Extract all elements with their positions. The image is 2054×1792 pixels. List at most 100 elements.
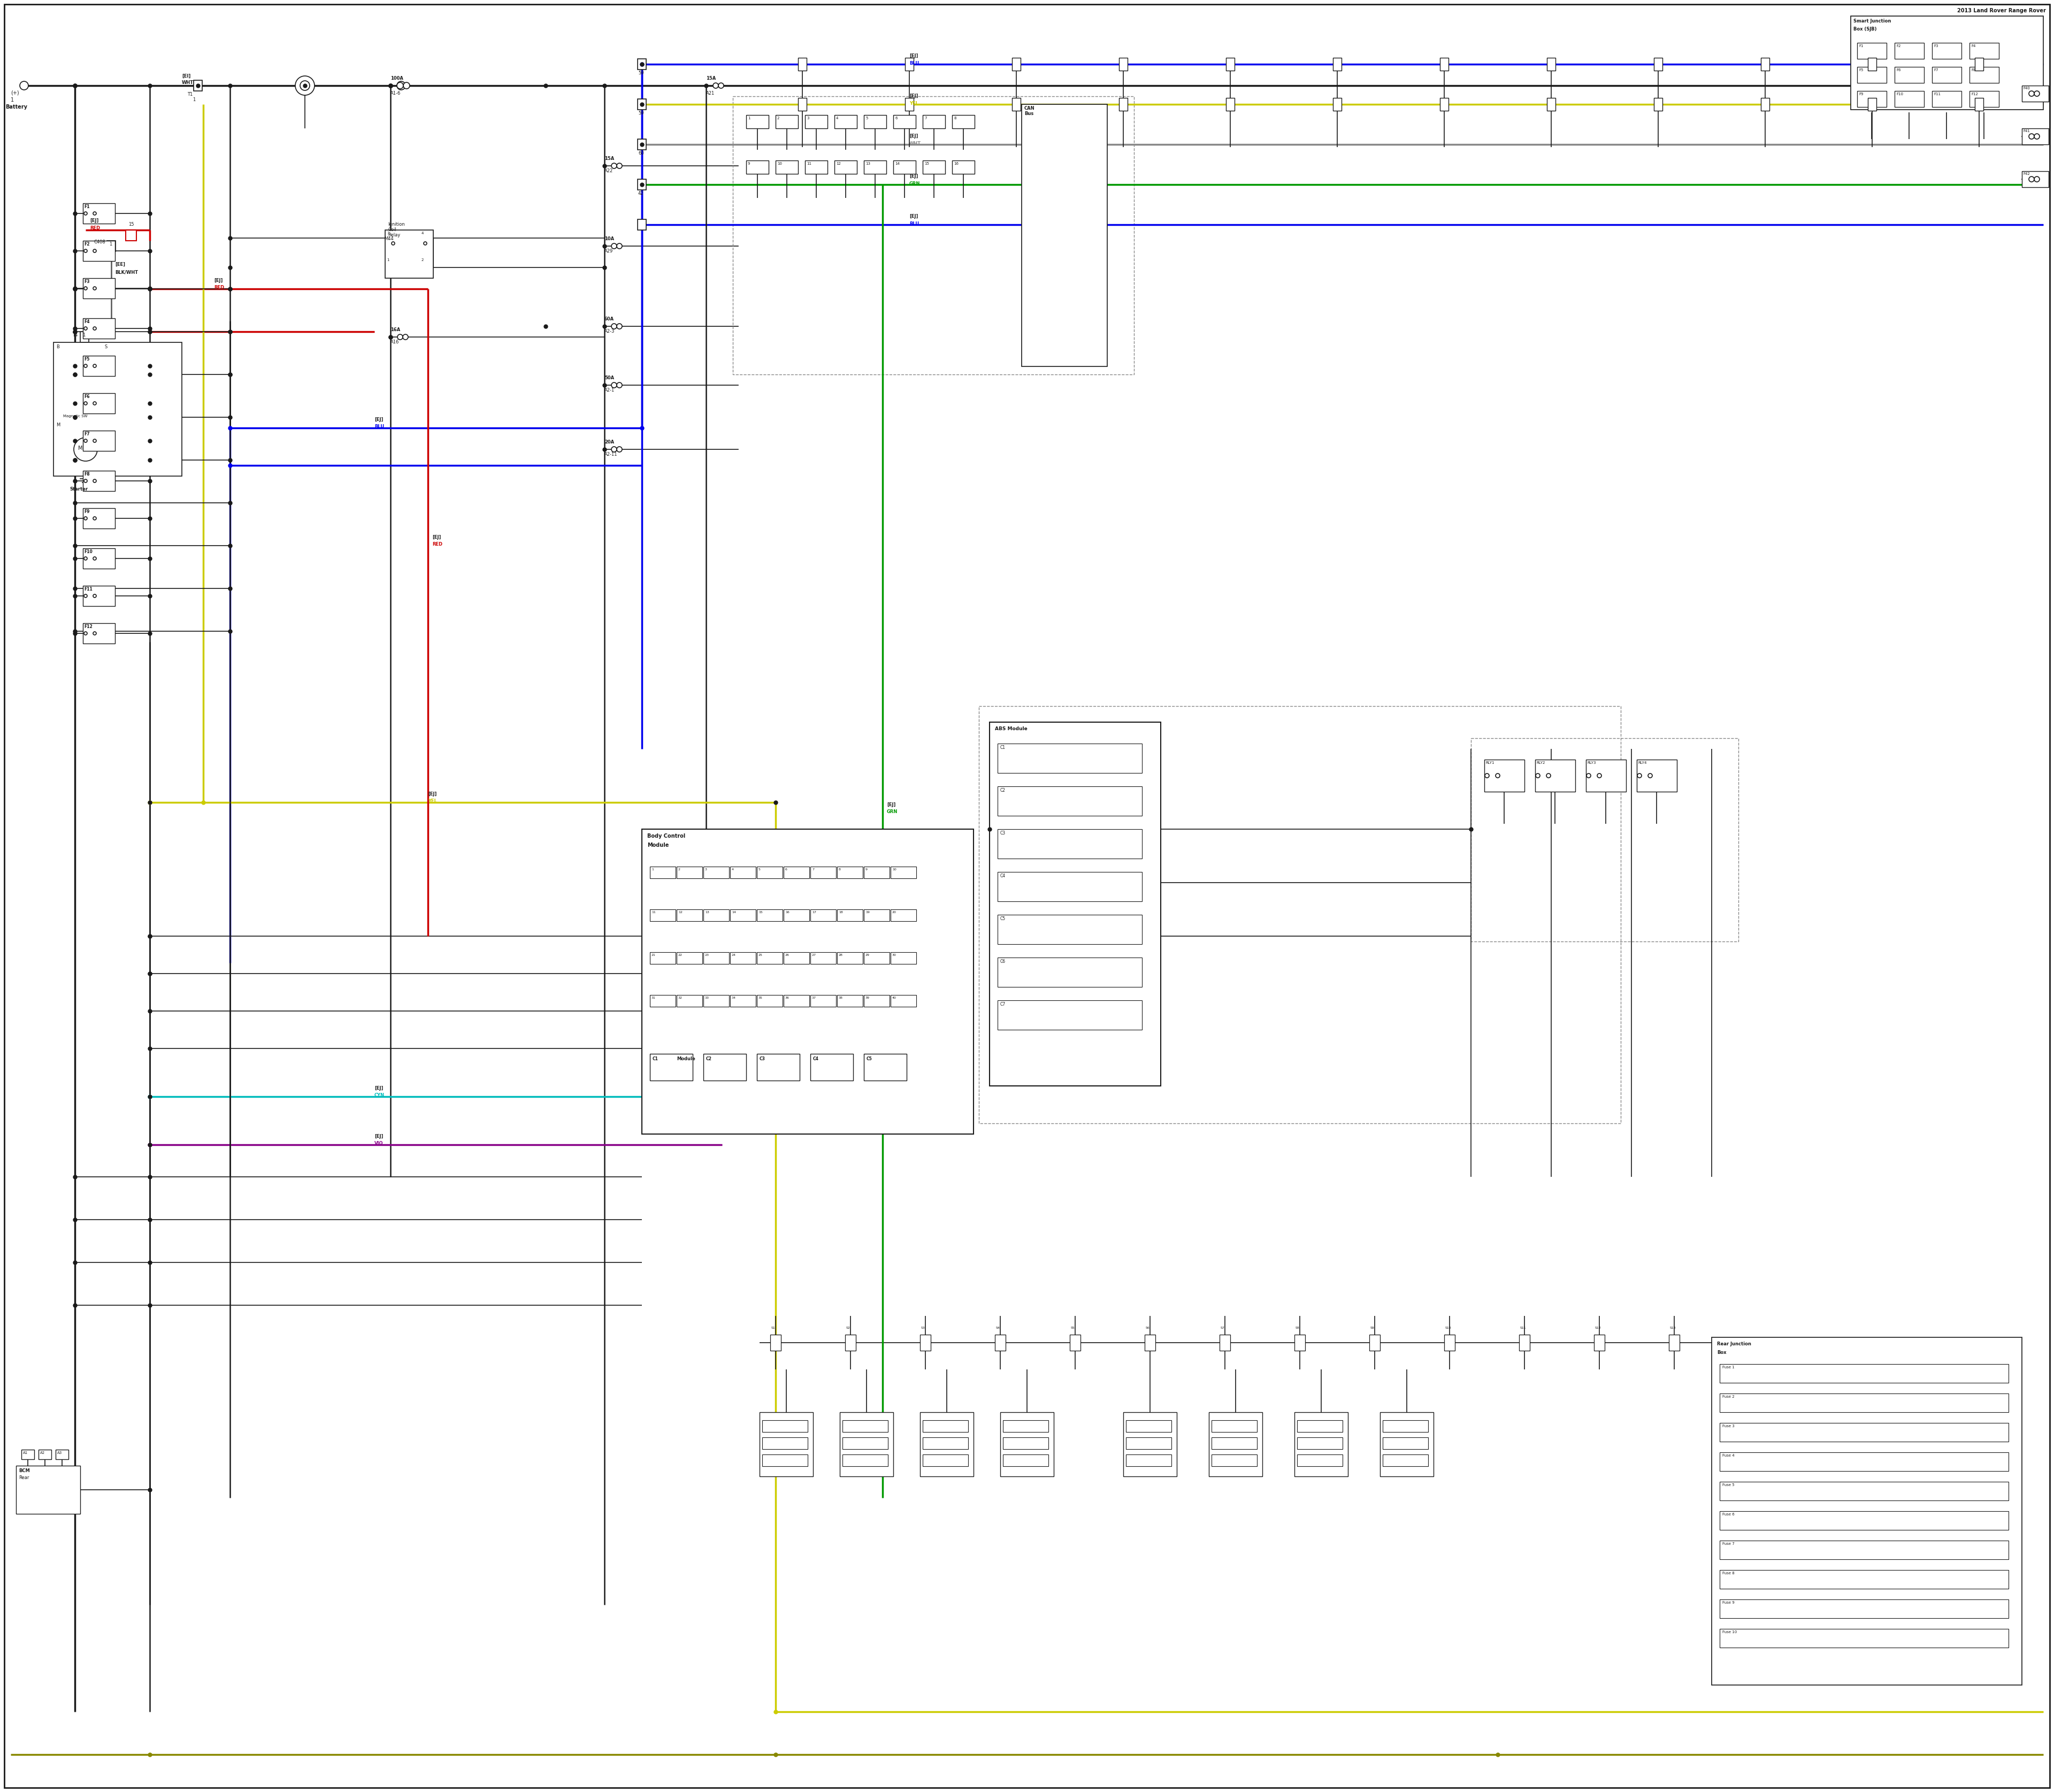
Text: 1: 1 <box>651 867 653 871</box>
Bar <box>953 115 974 129</box>
Text: Fuse 7: Fuse 7 <box>1723 1543 1734 1545</box>
Text: 32: 32 <box>678 996 682 1000</box>
Text: F1: F1 <box>84 204 90 210</box>
Text: 26: 26 <box>785 953 789 957</box>
Text: [EJ]: [EJ] <box>910 93 918 99</box>
Bar <box>1021 104 1107 366</box>
Circle shape <box>2029 91 2033 97</box>
Bar <box>1013 99 1021 111</box>
Text: A2-3: A2-3 <box>604 330 614 333</box>
Circle shape <box>1586 774 1590 778</box>
Text: C3: C3 <box>760 1057 766 1061</box>
Bar <box>39 1450 51 1459</box>
Text: 6: 6 <box>785 867 787 871</box>
Text: 1: 1 <box>82 333 84 337</box>
Circle shape <box>2029 177 2033 181</box>
Bar <box>1520 1335 1530 1351</box>
Bar <box>649 952 676 964</box>
Text: 37: 37 <box>811 996 815 1000</box>
Bar <box>922 161 945 174</box>
Bar <box>785 909 809 921</box>
Bar <box>1719 1511 2009 1530</box>
Bar <box>844 1335 857 1351</box>
Text: [EJ]: [EJ] <box>910 174 918 179</box>
Bar <box>637 219 647 229</box>
Bar <box>1440 57 1448 70</box>
Text: Module: Module <box>647 842 670 848</box>
Text: A21: A21 <box>707 91 715 95</box>
Bar <box>838 995 863 1007</box>
Text: (+): (+) <box>10 90 18 95</box>
Bar <box>1144 1335 1154 1351</box>
Text: 15A: 15A <box>604 156 614 161</box>
Bar <box>1974 57 1984 70</box>
Text: 1: 1 <box>10 97 14 102</box>
Bar <box>762 1455 807 1466</box>
Text: [EJ]: [EJ] <box>374 1086 384 1091</box>
Text: 16: 16 <box>953 161 959 165</box>
Text: 31: 31 <box>651 996 655 1000</box>
Text: RLY2: RLY2 <box>1536 762 1545 765</box>
Text: [EJ]: [EJ] <box>214 278 222 283</box>
Text: 21: 21 <box>651 953 655 957</box>
Text: Starter: Starter <box>70 487 88 491</box>
Circle shape <box>92 287 97 290</box>
Bar <box>920 1335 930 1351</box>
Text: BLU: BLU <box>910 222 918 226</box>
Text: S3: S3 <box>920 1326 924 1330</box>
Circle shape <box>719 82 723 88</box>
Text: 60: 60 <box>639 151 643 156</box>
Bar <box>649 995 676 1007</box>
Bar <box>641 830 974 1134</box>
Bar <box>82 548 115 568</box>
Text: VIO: VIO <box>374 1142 384 1145</box>
Bar <box>1719 1423 2009 1441</box>
Bar <box>1294 1412 1347 1477</box>
Bar <box>702 909 729 921</box>
Bar <box>1851 16 2044 109</box>
Text: RLY4: RLY4 <box>1637 762 1647 765</box>
Text: CAN
Bus: CAN Bus <box>1025 106 1035 116</box>
Text: F12: F12 <box>1972 93 1978 95</box>
Text: F2: F2 <box>84 242 90 247</box>
Bar <box>649 909 676 921</box>
Text: Fuse 8: Fuse 8 <box>1723 1572 1734 1575</box>
Text: 34: 34 <box>731 996 735 1000</box>
Circle shape <box>396 81 405 90</box>
Text: C2: C2 <box>1000 788 1006 792</box>
Text: 9: 9 <box>865 867 867 871</box>
Circle shape <box>713 82 719 88</box>
Bar <box>676 909 702 921</box>
Bar <box>998 830 1142 858</box>
Bar <box>998 1000 1142 1030</box>
Bar <box>82 624 115 643</box>
Text: [EJ]: [EJ] <box>374 418 384 423</box>
Bar <box>2021 86 2048 102</box>
Text: S1: S1 <box>772 1326 776 1330</box>
Text: 16: 16 <box>785 910 789 914</box>
Text: C6: C6 <box>1000 959 1006 964</box>
Text: 2: 2 <box>776 116 781 120</box>
Text: 10: 10 <box>776 161 783 165</box>
Bar <box>1382 1455 1428 1466</box>
Text: Rear: Rear <box>18 1475 29 1480</box>
Text: Battery: Battery <box>6 104 27 109</box>
Bar <box>1857 66 1886 82</box>
Text: F9: F9 <box>1859 93 1863 95</box>
Text: CYN: CYN <box>374 1093 384 1098</box>
Bar <box>865 952 889 964</box>
Text: 3: 3 <box>386 231 388 235</box>
Text: 4: 4 <box>836 116 838 120</box>
Text: 29: 29 <box>865 953 869 957</box>
Text: 8: 8 <box>838 867 840 871</box>
Bar <box>998 957 1142 987</box>
Bar <box>16 1466 80 1514</box>
Bar <box>842 1437 887 1450</box>
Text: RED: RED <box>214 285 224 290</box>
Bar <box>1894 66 1925 82</box>
Text: F8: F8 <box>1972 68 1976 72</box>
Text: 25: 25 <box>758 953 762 957</box>
Bar <box>1124 1412 1177 1477</box>
Bar <box>649 1054 692 1081</box>
Circle shape <box>92 595 97 597</box>
